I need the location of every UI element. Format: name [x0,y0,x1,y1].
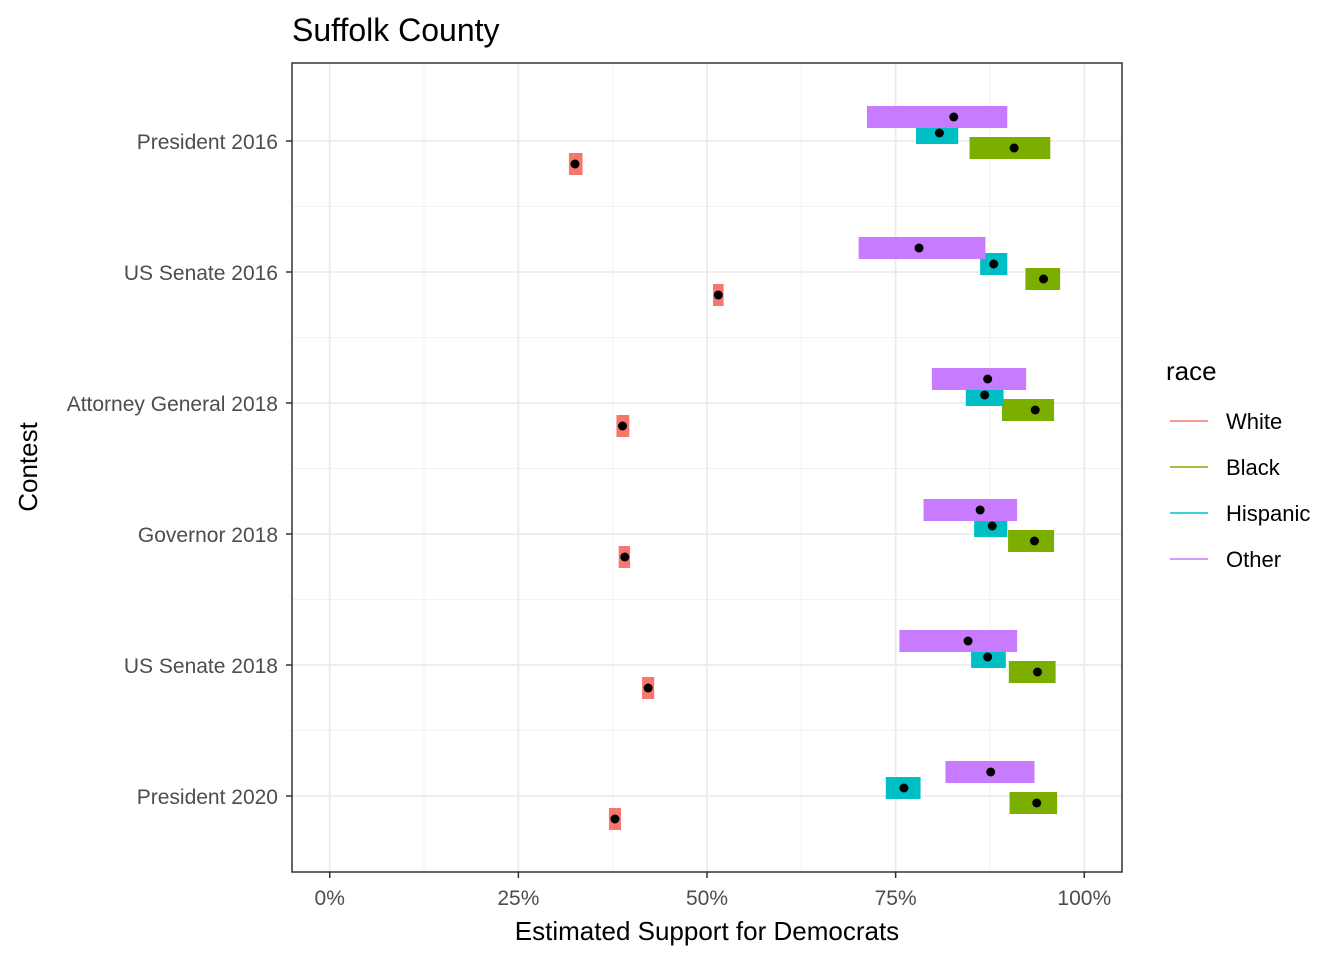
estimate-point-white [617,421,627,431]
chart-title: Suffolk County [292,12,500,48]
estimate-point-black [1032,667,1042,677]
estimate-point-other [914,243,924,253]
interval-bar-other [923,499,1018,521]
x-tick-label: 75% [875,887,917,910]
estimate-point-white [620,552,630,562]
estimate-point-hispanic [934,128,944,138]
estimate-point-other [986,767,996,777]
estimate-point-black [1029,536,1039,546]
estimate-point-white [610,814,620,824]
estimate-point-other [983,374,993,384]
x-tick-label: 50% [686,887,728,910]
estimate-point-white [713,290,723,300]
estimate-point-hispanic [980,390,990,400]
interval-bar-other [931,368,1027,390]
x-tick-label: 100% [1057,887,1111,910]
plot-panel [291,62,1123,873]
x-axis: 0% 25% 50% 75% 100% [315,872,1111,910]
estimate-point-hispanic [899,783,909,793]
legend-label-white: White [1226,409,1282,434]
estimate-point-white [643,683,653,693]
estimate-point-other [975,505,985,515]
x-tick-label: 0% [315,887,345,910]
y-axis: President 2016 US Senate 2016 Attorney Gen… [67,131,292,809]
legend-label-hispanic: Hispanic [1226,501,1310,526]
estimate-point-hispanic [983,652,993,662]
interval-bar-black [1008,661,1056,683]
estimate-point-other [963,636,973,646]
y-tick-label: President 2020 [137,786,278,809]
estimate-point-other [949,112,959,122]
estimate-points [570,112,1049,824]
legend-title: race [1166,356,1217,386]
estimate-point-black [1032,798,1042,808]
y-tick-label: Governor 2018 [138,524,278,547]
interval-bar-other [866,106,1008,128]
y-tick-label: Attorney General 2018 [67,393,278,416]
estimate-point-black [1030,405,1040,415]
legend-label-black: Black [1226,455,1281,480]
x-tick-label: 25% [497,887,539,910]
interval-bar-black [1002,399,1055,421]
y-tick-label: President 2016 [137,131,278,154]
grid-major [292,63,1122,872]
legend-label-other: Other [1226,547,1281,572]
interval-bar-other [899,630,1018,652]
estimate-point-hispanic [987,521,997,531]
estimate-point-white [570,159,580,169]
estimate-point-hispanic [989,259,999,269]
legend: race White Black Hispanic Other [1166,356,1310,572]
estimate-point-black [1009,143,1019,153]
estimate-point-black [1039,274,1049,284]
y-axis-title: Contest [13,421,43,511]
x-axis-title: Estimated Support for Democrats [515,916,899,946]
y-tick-label: US Senate 2016 [124,262,278,285]
y-tick-label: US Senate 2018 [124,655,278,678]
